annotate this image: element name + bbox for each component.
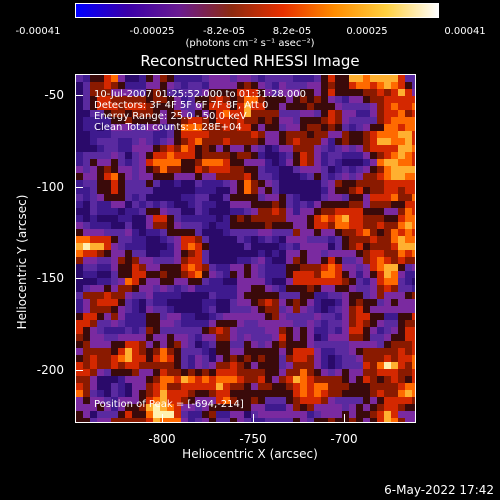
x-tick-mark [162,414,163,422]
y-tick-mark [75,278,83,279]
colorbar-tick: 8.2e-05 [272,26,312,37]
y-tick-mark [75,95,83,96]
y-axis-label: Heliocentric Y (arcsec) [15,194,29,330]
x-tick-mark [344,414,345,422]
y-tick-label: -150 [36,271,64,285]
timestamp: 6-May-2022 17:42 [384,483,494,497]
colorbar-tick: -8.2e-05 [203,26,245,37]
x-tick-label: -800 [148,432,176,446]
y-tick-label: -50 [44,88,64,102]
rhessi-image: 10-Jul-2007 01:25:52.000 to 01:31:28.000… [75,74,416,423]
info-energy-range: Energy Range: 25.0 - 50.0 keV [94,111,247,122]
colorbar-tick: -0.00025 [129,26,175,37]
x-axis-label: Heliocentric X (arcsec) [182,447,318,461]
x-tick-mark [253,414,254,422]
y-tick-mark [75,370,83,371]
info-clean-counts: Clean Total counts: 1.28E+04 [94,122,242,133]
y-tick-mark [75,187,83,188]
colorbar-unit: (photons cm⁻² s⁻¹ asec⁻²) [185,38,315,49]
y-tick-label: -100 [36,180,64,194]
image-title: Reconstructed RHESSI Image [140,52,360,70]
colorbar-tick: 0.00041 [444,26,486,37]
x-tick-label: -750 [239,432,267,446]
colorbar [75,3,439,18]
info-time-range: 10-Jul-2007 01:25:52.000 to 01:31:28.000 [94,89,306,100]
info-detectors: Detectors: 3F 4F 5F 6F 7F 8F, Att 0 [94,100,269,111]
x-tick-label: -700 [330,432,358,446]
colorbar-tick: -0.00041 [15,26,61,37]
peak-position: Position of Peak = [-694,-214] [94,399,244,410]
y-tick-label: -200 [36,363,64,377]
colorbar-tick: 0.00025 [346,26,388,37]
image-map [76,75,415,422]
